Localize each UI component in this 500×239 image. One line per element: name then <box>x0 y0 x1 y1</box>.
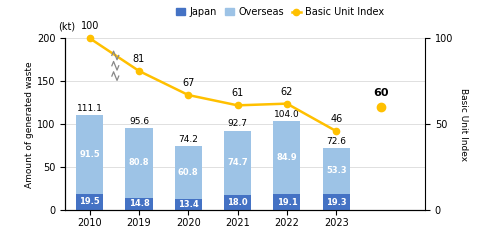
Text: 18.0: 18.0 <box>228 198 248 207</box>
Text: 46: 46 <box>330 114 342 124</box>
Text: 60: 60 <box>373 88 388 98</box>
Bar <box>126 128 152 198</box>
Bar <box>174 199 202 210</box>
Text: 74.7: 74.7 <box>228 158 248 167</box>
Bar <box>174 147 202 199</box>
Bar <box>322 148 350 194</box>
Legend: Japan, Overseas, Basic Unit Index: Japan, Overseas, Basic Unit Index <box>176 7 384 17</box>
Text: 19.5: 19.5 <box>80 197 100 206</box>
Text: 19.3: 19.3 <box>326 197 346 206</box>
Text: 60.8: 60.8 <box>178 168 199 177</box>
Y-axis label: Basic Unit Index: Basic Unit Index <box>458 88 468 161</box>
Text: 92.7: 92.7 <box>228 120 248 128</box>
Bar <box>126 198 152 210</box>
Text: 80.8: 80.8 <box>128 158 149 167</box>
Bar <box>224 195 251 210</box>
Text: 95.6: 95.6 <box>129 117 149 126</box>
Text: 62: 62 <box>280 87 293 97</box>
Bar <box>76 194 103 210</box>
Text: 111.1: 111.1 <box>76 104 102 113</box>
Text: 84.9: 84.9 <box>276 153 297 162</box>
Text: (kt): (kt) <box>58 21 75 31</box>
Text: 74.2: 74.2 <box>178 135 198 144</box>
Text: 100: 100 <box>80 21 99 31</box>
Bar <box>322 194 350 210</box>
Bar <box>76 115 103 194</box>
Bar <box>274 194 300 210</box>
Bar <box>274 121 300 194</box>
Text: 61: 61 <box>232 88 243 98</box>
Text: 81: 81 <box>133 54 145 64</box>
Text: 67: 67 <box>182 78 194 88</box>
Text: 104.0: 104.0 <box>274 110 300 119</box>
Text: 14.8: 14.8 <box>128 200 150 208</box>
Text: 19.1: 19.1 <box>276 198 297 206</box>
Text: 13.4: 13.4 <box>178 200 199 209</box>
Y-axis label: Amount of generated waste: Amount of generated waste <box>25 61 34 188</box>
Text: 53.3: 53.3 <box>326 166 346 175</box>
Text: 72.6: 72.6 <box>326 137 346 146</box>
Bar <box>224 130 251 195</box>
Text: 91.5: 91.5 <box>80 150 100 159</box>
